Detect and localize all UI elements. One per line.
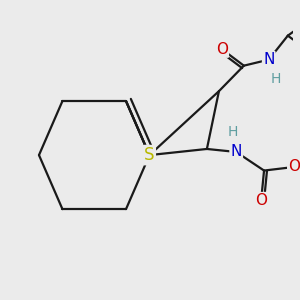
- Text: N: N: [263, 52, 275, 67]
- Text: O: O: [216, 42, 228, 57]
- Text: H: H: [271, 72, 281, 86]
- Text: N: N: [230, 145, 242, 160]
- Text: H: H: [228, 125, 238, 140]
- Text: O: O: [288, 160, 300, 175]
- Text: O: O: [255, 193, 267, 208]
- Text: S: S: [144, 146, 155, 164]
